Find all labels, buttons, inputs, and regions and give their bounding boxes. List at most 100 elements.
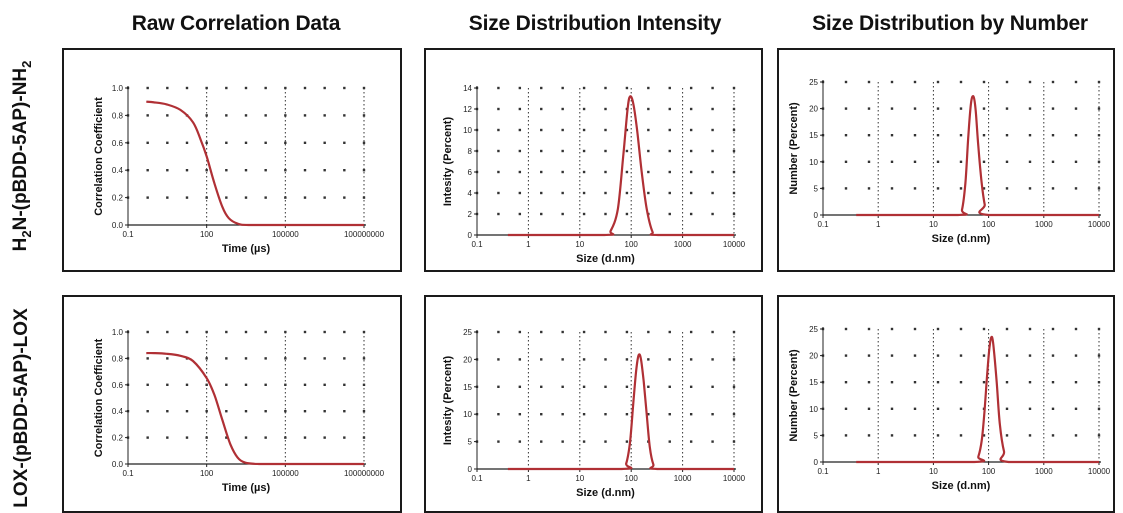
grid-dot [732, 149, 736, 153]
grid-dot [1051, 107, 1055, 110]
grid-dot [362, 410, 366, 413]
grid-dot [913, 434, 917, 437]
y-axis-label: Number (Percent) [788, 102, 800, 195]
grid-dot [959, 381, 963, 384]
grid-dot [867, 107, 871, 110]
grid-dot [205, 196, 208, 199]
grid-dot [1005, 160, 1009, 163]
grid-dot [1051, 80, 1055, 84]
grid-dot [540, 330, 543, 334]
grid-dot [582, 128, 586, 132]
grid-dot [689, 440, 693, 443]
y-tick-label: 0 [814, 458, 819, 467]
y-tick-label: 0.0 [112, 221, 124, 230]
x-axis-label: Size (d.nm) [932, 480, 991, 492]
row-label-part: N-(pBDD-5AP)-NH [10, 67, 32, 231]
grid-dot [625, 86, 629, 90]
grid-dot [244, 114, 248, 117]
grid-dot [284, 114, 287, 117]
y-tick-label: 15 [809, 378, 818, 387]
grid-dot [284, 436, 287, 439]
grid-dot [844, 434, 848, 437]
grid-dot [540, 191, 543, 195]
grid-dot [913, 327, 917, 331]
grid-dot [844, 354, 848, 357]
y-tick-label: 25 [809, 325, 818, 334]
grid-dot [518, 330, 522, 334]
grid-dot [959, 354, 963, 357]
grid-dot [982, 134, 986, 137]
grid-dot [1097, 187, 1101, 190]
grid-dot [604, 440, 607, 443]
grid-dot [668, 86, 671, 90]
grid-dot [225, 383, 228, 386]
grid-dot [540, 107, 543, 111]
grid-dot [689, 86, 693, 90]
grid-dot [1028, 160, 1032, 163]
grid-dot [244, 383, 248, 386]
y-tick-label: 5 [468, 438, 473, 447]
grid-dot [1097, 107, 1101, 110]
grid-dot [1097, 354, 1101, 357]
grid-dot [647, 413, 650, 416]
grid-dot [689, 191, 693, 195]
y-tick-label: 0.6 [112, 381, 124, 390]
x-tick-label: 100 [982, 467, 996, 476]
grid-dot [1005, 381, 1009, 384]
x-tick-label: 100000000 [344, 230, 385, 239]
x-tick-label: 100 [625, 474, 639, 483]
grid-dot [166, 330, 169, 334]
data-curve [507, 353, 734, 471]
grid-dot [711, 358, 714, 361]
grid-dot [284, 410, 287, 413]
panel-size-number-row1: 0 5 10 15 20 25 0.1 1 10 100 1000 10000 Size (d.nm) N… [777, 48, 1115, 272]
grid-dot [890, 80, 894, 84]
grid-dot [185, 410, 189, 413]
grid-dot [343, 141, 346, 144]
x-tick-label: 0.1 [817, 467, 829, 476]
x-axis-label: Size (d.nm) [576, 253, 635, 265]
grid-dot [323, 357, 326, 360]
grid-dot [604, 86, 607, 90]
grid-dot [668, 330, 671, 334]
grid-dot [264, 383, 267, 386]
grid-dot [936, 80, 940, 84]
y-tick-label: 10 [809, 158, 818, 167]
y-tick-label: 0.4 [112, 166, 124, 175]
grid-dot [166, 410, 169, 413]
grid-dot [604, 191, 607, 195]
grid-dot [146, 410, 149, 413]
grid-dot [561, 149, 564, 153]
grid-dot [225, 114, 228, 117]
x-tick-label: 1000 [1035, 467, 1053, 476]
grid-dot [1097, 327, 1101, 331]
grid-dot [561, 107, 564, 111]
grid-dot [604, 212, 607, 216]
grid-dot [362, 114, 366, 117]
grid-dot [1051, 354, 1055, 357]
grid-dot [982, 354, 986, 357]
x-tick-label: 1 [876, 220, 881, 229]
grid-dot [1051, 407, 1055, 410]
grid-dot [1005, 134, 1009, 137]
grid-dot [982, 327, 986, 331]
grid-dot [166, 141, 169, 144]
data-curve [146, 100, 364, 227]
grid-dot [185, 86, 189, 90]
grid-dot [844, 381, 848, 384]
x-tick-label: 1000 [1035, 220, 1053, 229]
grid-dot [362, 141, 366, 144]
grid-dot [205, 436, 208, 439]
x-tick-label: 1000 [674, 474, 692, 483]
grid-dot [518, 128, 522, 132]
y-axis-label: Correlation Coefficient [93, 97, 105, 216]
grid-dot [959, 134, 963, 137]
grid-dot [323, 196, 326, 199]
grid-dot [146, 357, 149, 360]
grid-dot [146, 114, 149, 117]
grid-dot [1028, 434, 1032, 437]
grid-dot [1074, 134, 1078, 137]
grid-dot [284, 330, 287, 334]
grid-dot [1051, 434, 1055, 437]
row-label-lox-lox: LOX-(pBDD-5AP)-LOX [11, 308, 33, 507]
